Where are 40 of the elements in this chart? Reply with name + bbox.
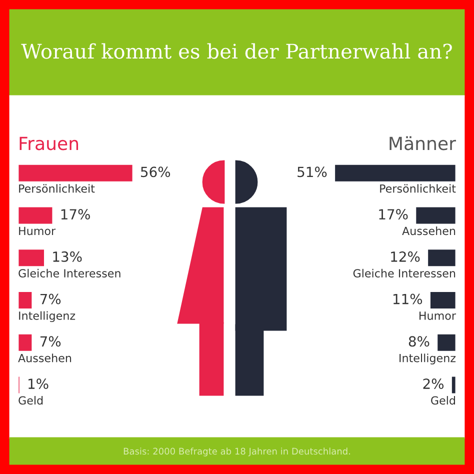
data-label: 12% — [391, 251, 420, 262]
bar — [450, 375, 456, 395]
y-tick-label: Aussehen — [18, 354, 72, 362]
y-tick-label: Gleiche Interessen — [18, 268, 120, 278]
chart-subtitle: Frauen — [20, 136, 78, 150]
data-label: 17% — [379, 209, 408, 220]
text: Worauf kommt es bei der Partnerwahl an? — [21, 43, 452, 59]
bar — [426, 248, 456, 268]
data-label: 51% — [298, 166, 327, 178]
y-tick-label: Persönlichkeit — [380, 184, 456, 193]
y-tick-label: Geld — [431, 396, 455, 405]
y-tick-label: Humor — [19, 226, 56, 236]
data-label: 1% — [28, 378, 48, 390]
bar — [18, 164, 134, 183]
data-label: 13% — [53, 251, 82, 262]
text: Basis: 2000 Befragte ab 18 Jahren in Deutschland. — [124, 448, 350, 456]
bar — [334, 164, 456, 183]
bar — [414, 206, 456, 226]
bar — [429, 290, 456, 310]
bar — [18, 333, 34, 352]
data-label: 7% — [40, 294, 61, 304]
y-tick-label: Intelligenz — [19, 311, 76, 322]
y-tick-label: Aussehen — [402, 226, 456, 236]
data-label: 7% — [40, 336, 61, 347]
data-label: 17% — [61, 209, 90, 220]
data-label: 2% — [423, 378, 444, 390]
y-tick-label: Geld — [18, 396, 43, 405]
bar — [18, 248, 46, 268]
bar — [18, 290, 34, 310]
y-tick-label: Humor — [420, 312, 456, 320]
y-tick-label: Gleiche Interessen — [353, 268, 456, 278]
bar — [18, 375, 21, 395]
bar — [436, 333, 456, 352]
bar — [18, 206, 54, 226]
y-tick-label: Persönlichkeit — [19, 184, 95, 193]
data-label: 56% — [141, 166, 170, 178]
data-label: 8% — [408, 336, 430, 347]
y-tick-label: Intelligenz — [400, 354, 456, 364]
chart-subtitle: Männer — [390, 136, 456, 150]
data-label: 11% — [393, 294, 422, 304]
